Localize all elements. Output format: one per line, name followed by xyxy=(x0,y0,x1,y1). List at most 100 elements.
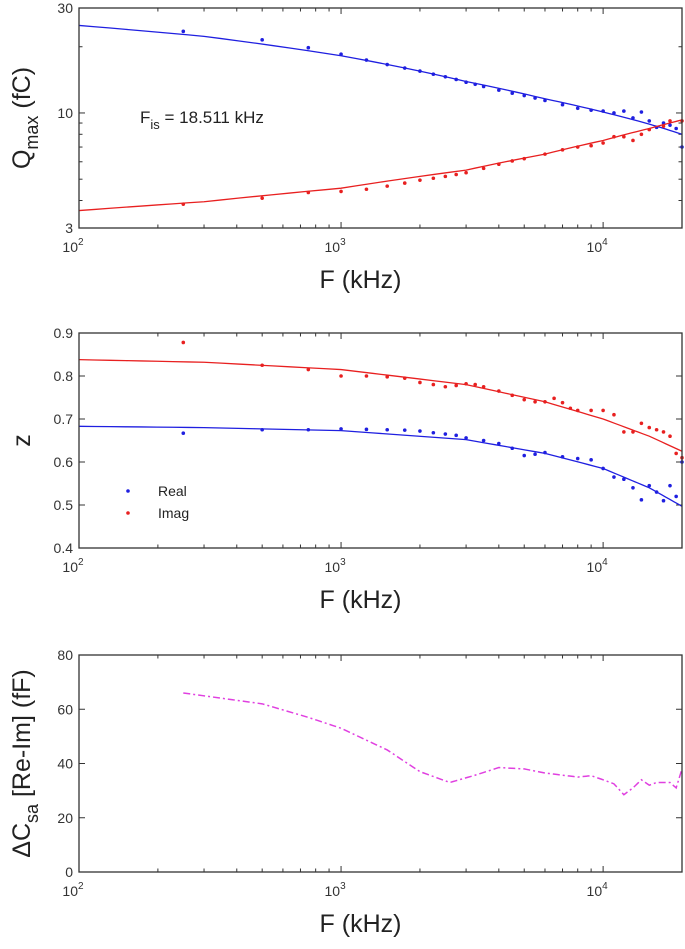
data-point xyxy=(533,452,537,457)
y-label-main: z xyxy=(8,434,36,447)
fit-line xyxy=(78,425,683,507)
x-tick-label: 104 xyxy=(587,557,609,575)
data-point xyxy=(454,383,458,388)
data-point xyxy=(631,486,635,490)
data-point xyxy=(589,143,593,148)
data-point xyxy=(260,38,264,42)
y-tick-label: 0.9 xyxy=(54,325,74,341)
data-point xyxy=(674,494,678,499)
data-point xyxy=(622,430,626,434)
data-point xyxy=(560,102,565,107)
x-tick-exponent: 2 xyxy=(78,557,84,568)
x-tick-exponent: 4 xyxy=(602,237,608,248)
data-point xyxy=(661,430,666,434)
axes-frame xyxy=(78,7,683,229)
legend-marker xyxy=(126,511,130,515)
data-point xyxy=(418,178,422,182)
x-tick-exponent: 4 xyxy=(602,557,608,568)
y-tick-label: 10 xyxy=(57,105,73,121)
data-point xyxy=(533,400,537,404)
y-tick-label: 0.7 xyxy=(54,411,74,427)
x-tick-exponent: 2 xyxy=(78,237,84,248)
data-point xyxy=(668,119,672,123)
data-point xyxy=(647,119,652,123)
x-tick-base: 10 xyxy=(62,559,78,575)
data-point xyxy=(654,427,659,432)
data-point xyxy=(510,91,515,95)
data-point xyxy=(443,384,448,389)
data-point xyxy=(306,367,311,372)
data-point xyxy=(481,166,486,171)
data-point xyxy=(575,456,580,461)
data-point xyxy=(364,427,369,432)
x-tick-label: 104 xyxy=(587,237,609,255)
data-point xyxy=(481,438,486,443)
x-tick-label: 102 xyxy=(62,237,84,255)
legend-label: Imag xyxy=(158,505,189,521)
data-point xyxy=(385,427,390,432)
y-tick-label: 80 xyxy=(57,647,73,663)
data-point xyxy=(639,498,644,502)
data-point xyxy=(364,187,369,192)
x-tick-exponent: 3 xyxy=(340,557,346,568)
axes-frame xyxy=(78,654,683,873)
x-tick-label: 102 xyxy=(62,557,84,575)
data-point xyxy=(260,196,264,200)
data-point xyxy=(639,132,644,137)
data-point xyxy=(647,483,652,488)
data-point xyxy=(601,141,605,145)
y-tick-label: 0 xyxy=(65,864,73,880)
data-point xyxy=(497,88,501,92)
y-tick-label: 3 xyxy=(65,220,73,236)
data-point xyxy=(339,427,343,431)
data-point xyxy=(612,412,616,417)
x-tick-exponent: 2 xyxy=(78,881,84,892)
data-point xyxy=(589,458,593,462)
axes-frame xyxy=(78,332,683,549)
data-point xyxy=(647,425,652,430)
y-tick-label: 0.6 xyxy=(54,454,74,470)
x-tick-base: 10 xyxy=(587,883,603,899)
series-line xyxy=(183,692,683,796)
annotation-fis: Fis = 18.511 kHz xyxy=(140,108,264,132)
data-point xyxy=(668,434,672,439)
y-label-unit: (fC) xyxy=(8,67,36,116)
data-point xyxy=(575,106,580,111)
x-tick-label: 103 xyxy=(324,557,346,575)
data-point xyxy=(668,123,672,127)
data-point xyxy=(431,430,436,435)
data-point xyxy=(622,477,626,482)
data-point xyxy=(552,396,556,401)
x-tick-label: 103 xyxy=(324,237,346,255)
annotation-main: F xyxy=(140,108,150,127)
data-point xyxy=(454,433,458,438)
y-tick-label: 0.5 xyxy=(54,497,74,513)
y-axis-label: Qmax (fC) xyxy=(8,67,42,169)
data-point xyxy=(339,374,343,378)
annotation-value: = 18.511 kHz xyxy=(160,108,264,127)
fit-line xyxy=(78,119,683,212)
data-point xyxy=(418,429,422,433)
data-point xyxy=(402,428,407,432)
data-point xyxy=(622,134,626,139)
x-tick-base: 10 xyxy=(324,239,340,255)
data-point xyxy=(454,172,458,177)
y-label-main: Q xyxy=(8,150,36,169)
y-label-sub: max xyxy=(22,116,42,150)
data-point xyxy=(364,374,369,378)
data-point xyxy=(522,397,527,402)
y-tick-label: 0.4 xyxy=(54,540,74,556)
data-point xyxy=(661,498,666,503)
data-point xyxy=(522,453,527,458)
data-point xyxy=(639,421,644,426)
y-tick-label: 20 xyxy=(57,810,73,826)
y-axis-label: ΔCsa [Re-Im] (fF) xyxy=(8,669,42,858)
x-tick-exponent: 3 xyxy=(340,237,346,248)
x-axis-label: F (kHz) xyxy=(320,910,402,938)
data-point xyxy=(181,431,186,435)
y-tick-label: 0.8 xyxy=(54,368,74,384)
data-point xyxy=(674,451,678,456)
data-point xyxy=(622,109,626,113)
